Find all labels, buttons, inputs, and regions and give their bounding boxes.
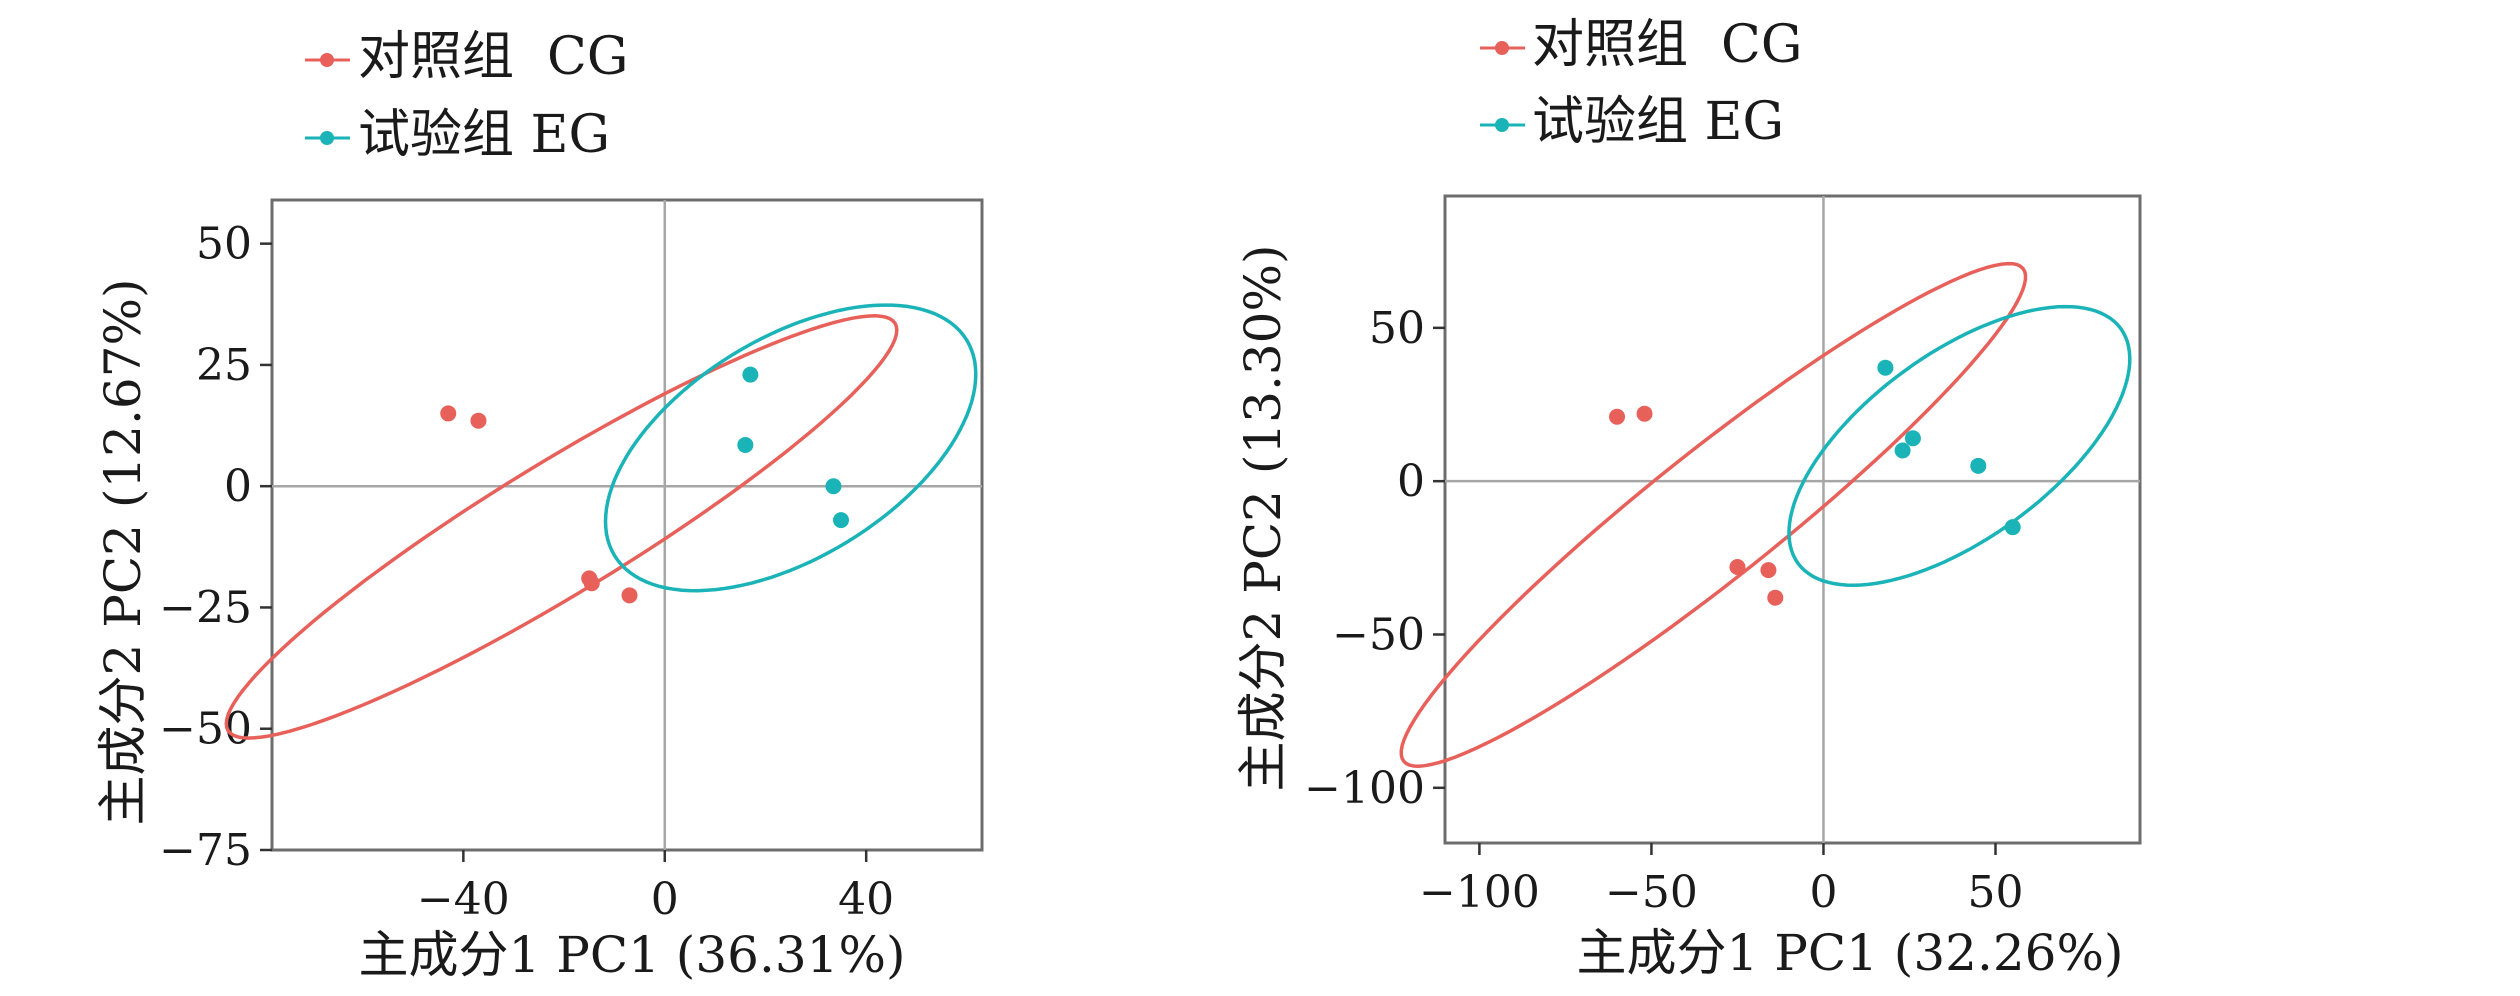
legend-marker-treatment xyxy=(320,131,334,145)
y-tick-label: −50 xyxy=(1332,609,1425,660)
right-pca-chart: 对照组 CG 试验组 EG −100 −50 0 50 50 0 −50 −100 主成分1 … xyxy=(1180,0,2520,992)
data-point xyxy=(1970,457,1987,474)
y-tick-label: −25 xyxy=(159,582,252,633)
legend-label-control: 对照组 CG xyxy=(1532,15,1802,75)
plot-area: −40 0 40 50 25 0 −25 −50 −75 xyxy=(159,198,984,925)
data-point xyxy=(1904,430,1921,447)
data-point xyxy=(440,405,457,422)
data-point xyxy=(825,478,842,495)
y-tick-label: 25 xyxy=(196,340,252,391)
legend: 对照组 CG 试验组 EG xyxy=(305,27,628,165)
x-axis-title: 主成分1 PC1 (36.31%) xyxy=(359,926,906,984)
right-chart-svg: 对照组 CG 试验组 EG −100 −50 0 50 50 0 −50 −100 主成分1 … xyxy=(1234,15,2142,982)
legend-marker-control xyxy=(320,53,334,67)
y-tick-label: −100 xyxy=(1304,763,1425,814)
data-point xyxy=(737,436,754,453)
confidence-ellipse xyxy=(603,303,978,593)
data-point xyxy=(1729,559,1746,576)
confidence-ellipse xyxy=(1399,261,2028,768)
confidence-ellipse xyxy=(1787,304,2132,587)
y-axis-title: 主成分2 PC2 (12.67%) xyxy=(94,279,152,826)
plot-frame xyxy=(270,198,984,852)
data-point xyxy=(1609,408,1626,425)
y-tick-label: 0 xyxy=(1397,456,1425,507)
data-point xyxy=(742,366,759,383)
y-tick-label: −50 xyxy=(159,704,252,755)
legend-label-control: 对照组 CG xyxy=(358,27,628,87)
data-point xyxy=(1760,562,1777,579)
plot-area: −100 −50 0 50 50 0 −50 −100 xyxy=(1304,194,2142,918)
data-point xyxy=(621,587,638,604)
legend-label-treatment: 试验组 EG xyxy=(1532,92,1784,152)
x-tick-label: −100 xyxy=(1419,867,1540,918)
data-point xyxy=(583,575,600,592)
y-tick-label: −75 xyxy=(159,825,252,876)
data-point xyxy=(1636,405,1653,422)
plot-frame xyxy=(1443,194,2142,845)
x-tick-label: −50 xyxy=(1605,867,1698,918)
y-tick-label: 50 xyxy=(196,219,252,270)
data-point xyxy=(1767,589,1784,606)
x-tick-label: −40 xyxy=(417,874,510,925)
data-point xyxy=(833,512,850,529)
left-pca-chart: 对照组 CG 试验组 EG −40 0 40 50 25 0 −25 −50 −75 主成分1 … xyxy=(0,0,1200,992)
left-chart-svg: 对照组 CG 试验组 EG −40 0 40 50 25 0 −25 −50 −75 主成分1 … xyxy=(94,27,984,984)
legend: 对照组 CG 试验组 EG xyxy=(1480,15,1802,152)
x-tick-label: 0 xyxy=(651,874,679,925)
confidence-ellipse xyxy=(224,314,899,740)
x-tick-label: 40 xyxy=(838,874,894,925)
data-point xyxy=(1877,359,1894,376)
data-point xyxy=(470,412,487,429)
legend-label-treatment: 试验组 EG xyxy=(358,105,610,165)
data-point xyxy=(2004,519,2021,536)
y-tick-label: 50 xyxy=(1369,303,1425,354)
data-point xyxy=(1894,442,1911,459)
x-tick-label: 0 xyxy=(1809,867,1837,918)
legend-marker-treatment xyxy=(1495,118,1509,132)
y-tick-label: 0 xyxy=(224,461,252,512)
x-axis-title: 主成分1 PC1 (32.26%) xyxy=(1577,924,2124,982)
y-axis-title: 主成分2 PC2 (13.30%) xyxy=(1234,245,1292,792)
x-tick-label: 50 xyxy=(1967,867,2023,918)
legend-marker-control xyxy=(1495,41,1509,55)
